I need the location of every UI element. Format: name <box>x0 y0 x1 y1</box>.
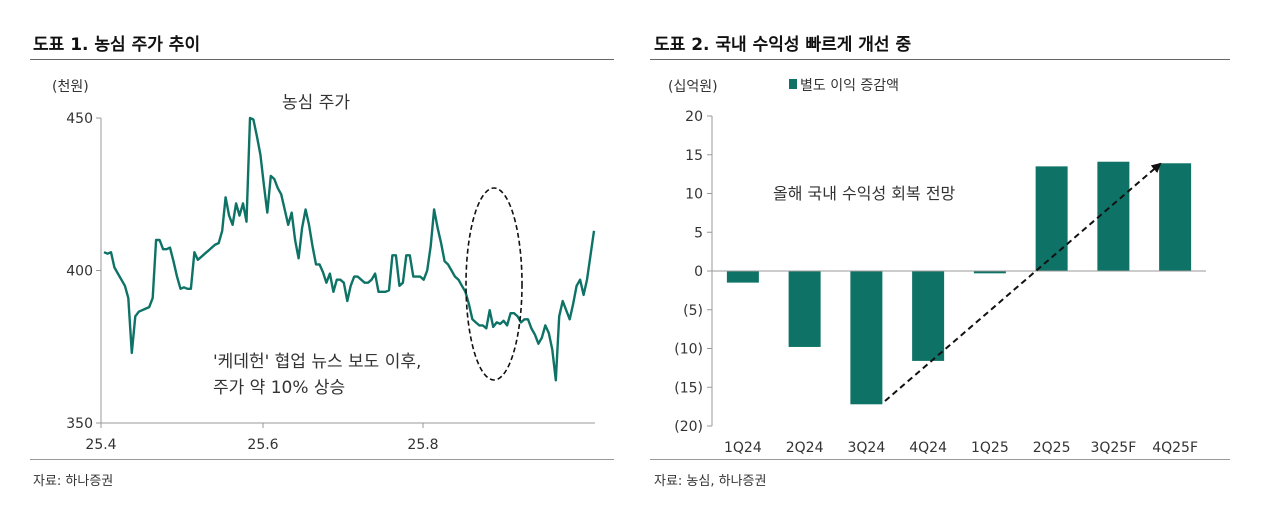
source-divider <box>30 459 614 460</box>
chart-title: 도표 1. 농심 주가 추이 <box>33 35 201 55</box>
x-tick-label: 4Q25F <box>1152 440 1198 456</box>
x-tick-label: 4Q24 <box>909 440 947 456</box>
x-tick-label: 2Q25 <box>1033 440 1071 456</box>
x-tick-label: 1Q24 <box>724 440 762 456</box>
y-tick-label: 400 <box>66 264 93 280</box>
y-tick-label: (20) <box>674 419 703 435</box>
x-tick-label: 25.8 <box>407 437 438 453</box>
y-tick-label: (15) <box>674 380 703 396</box>
bar <box>973 271 1006 274</box>
profit-change-bar-chart: 20 15 10 5 0 (5) (10) (15) (20) (십억원) 별도 이익 증감액 1Q2… <box>668 78 1206 456</box>
y-tick-label: 15 <box>685 148 703 164</box>
highlight-ellipse <box>465 187 523 381</box>
title-divider <box>650 59 1230 60</box>
bar <box>726 271 759 283</box>
y-tick-label: (5) <box>683 303 703 319</box>
legend-swatch <box>789 79 797 89</box>
stock-price-line-chart: 350 400 450 25.4 25.6 25.8 (천원) 농심 주가 '케데헌' 협업 뉴… <box>52 79 596 453</box>
x-tick-label: 25.4 <box>85 437 116 453</box>
y-tick-label: (10) <box>674 342 703 358</box>
title-divider <box>30 59 614 60</box>
x-tick-label: 1Q25 <box>971 440 1009 456</box>
stock-price-panel: 도표 1. 농심 주가 추이 350 400 450 25.4 25.6 25.8 (천원)… <box>30 35 614 489</box>
x-tick-label: 3Q25F <box>1090 440 1136 456</box>
x-tick-label: 3Q24 <box>848 440 886 456</box>
annotation-text: 주가 약 10% 상승 <box>213 378 345 398</box>
y-tick-label: 350 <box>66 416 93 432</box>
x-tick-label: 2Q24 <box>786 440 824 456</box>
bar <box>788 271 821 347</box>
y-tick-label: 10 <box>685 187 703 203</box>
unit-label: (십억원) <box>668 79 718 95</box>
annotation-text: '케데헌' 협업 뉴스 보도 이후, <box>213 352 421 372</box>
bar <box>1097 161 1130 271</box>
price-line <box>103 116 596 382</box>
source-note: 자료: 농심, 하나증권 <box>654 474 767 489</box>
y-tick-label: 450 <box>66 111 93 127</box>
profit-change-panel: 도표 2. 국내 수익성 빠르게 개선 중 20 15 10 5 0 (5) (10) (15… <box>640 0 1280 506</box>
unit-label: (천원) <box>52 79 89 95</box>
chart-title: 도표 2. 국내 수익성 빠르게 개선 중 <box>654 35 912 55</box>
bar <box>1159 163 1192 271</box>
bar <box>850 271 883 405</box>
bar <box>1035 166 1068 271</box>
legend-label: 별도 이익 증감액 <box>800 78 899 94</box>
x-tick-label: 25.6 <box>247 437 278 453</box>
bar <box>912 271 945 361</box>
y-tick-label: 5 <box>694 225 703 241</box>
trend-arrow <box>884 162 1162 402</box>
series-label: 농심 주가 <box>282 93 350 113</box>
y-tick-label: 20 <box>685 109 703 125</box>
source-note: 자료: 하나증권 <box>33 474 114 489</box>
y-tick-label: 0 <box>694 264 703 280</box>
source-divider <box>650 459 1230 460</box>
annotation-text: 올해 국내 수익성 회복 전망 <box>773 184 956 203</box>
